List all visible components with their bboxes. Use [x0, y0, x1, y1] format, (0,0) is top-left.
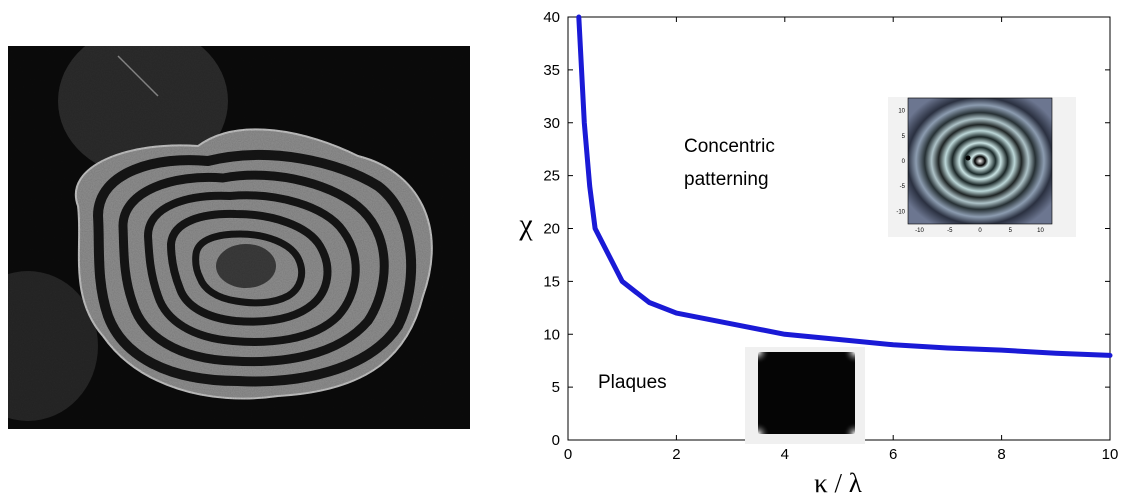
y-tick-label: 40	[543, 9, 560, 26]
annotation-concentric: Concentric patterning	[684, 136, 775, 190]
inset-x-tick-label: -10	[915, 228, 924, 234]
y-tick-label: 10	[543, 326, 560, 343]
y-tick-label: 30	[543, 115, 560, 132]
x-tick-label: 0	[564, 446, 572, 463]
x-tick-label: 2	[672, 446, 680, 463]
x-tick-label: 10	[1102, 446, 1119, 463]
y-axis-ticks: 0 5 10 15 20 25 30 35 40	[543, 9, 1110, 449]
y-tick-label: 35	[543, 62, 560, 79]
x-tick-label: 4	[781, 446, 789, 463]
y-tick-label: 5	[552, 379, 560, 396]
inset-y-tick-label: -10	[896, 209, 905, 215]
y-tick-label: 15	[543, 273, 560, 290]
inset-x-tick-label: 0	[978, 228, 982, 234]
inset-concentric-rings: -10 -5 0 5 10 10 5 0 -5 -10	[888, 97, 1076, 237]
y-axis-title: χ	[518, 208, 533, 241]
annotation-plaques: Plaques	[598, 372, 667, 393]
inset-y-tick-label: 5	[902, 134, 906, 140]
inset-x-tick-label: 10	[1037, 228, 1044, 234]
y-tick-label: 25	[543, 168, 560, 185]
concentric-colony-photo	[8, 46, 470, 429]
inset-x-tick-label: -5	[947, 228, 953, 234]
x-axis-ticks: 0 2 4 6 8 10	[564, 17, 1119, 463]
y-tick-label: 20	[543, 221, 560, 238]
y-tick-label: 0	[552, 432, 560, 449]
inset-plaques	[745, 347, 865, 444]
annotation-concentric-line2: patterning	[684, 169, 769, 190]
phase-boundary-line	[576, 14, 1113, 358]
inset-y-tick-label: -5	[900, 184, 906, 190]
annotation-concentric-line1: Concentric	[684, 136, 775, 157]
inset-y-tick-label: 0	[902, 159, 906, 165]
x-axis-title: κ / λ	[814, 468, 862, 498]
inset-y-tick-label: 10	[898, 109, 905, 115]
x-tick-label: 6	[889, 446, 897, 463]
inset-x-tick-label: 5	[1009, 228, 1013, 234]
x-tick-label: 8	[997, 446, 1005, 463]
